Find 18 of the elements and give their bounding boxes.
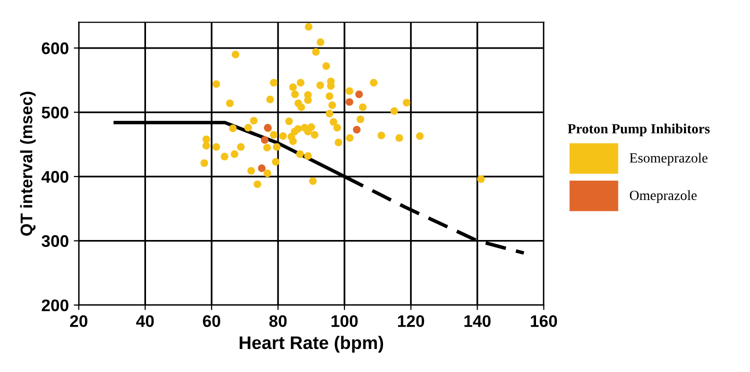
legend-label: Esomeprazole — [630, 152, 708, 166]
legend-title: Proton Pump Inhibitors — [568, 124, 710, 136]
x-tick-label: 140 — [464, 315, 491, 328]
y-tick-label: 500 — [42, 106, 68, 118]
y-tick-label: 400 — [41, 170, 68, 183]
x-tick-label: 160 — [530, 315, 557, 328]
y-tick-label: 300 — [42, 235, 68, 248]
x-tick-label: 100 — [332, 315, 358, 328]
legend-label: Omeprazole — [630, 190, 697, 203]
x-tick-label: 40 — [136, 315, 154, 328]
x-tick-label: 60 — [202, 315, 220, 328]
y-axis-title: QT interval (msec) — [20, 92, 36, 236]
y-tick-label: 200 — [42, 299, 68, 312]
y-tick-label: 600 — [42, 42, 68, 54]
x-tick-label: 120 — [398, 315, 424, 328]
x-axis-title: Heart Rate (bpm) — [240, 336, 384, 353]
x-tick-label: 80 — [269, 315, 287, 328]
x-tick-label: 20 — [70, 315, 88, 328]
